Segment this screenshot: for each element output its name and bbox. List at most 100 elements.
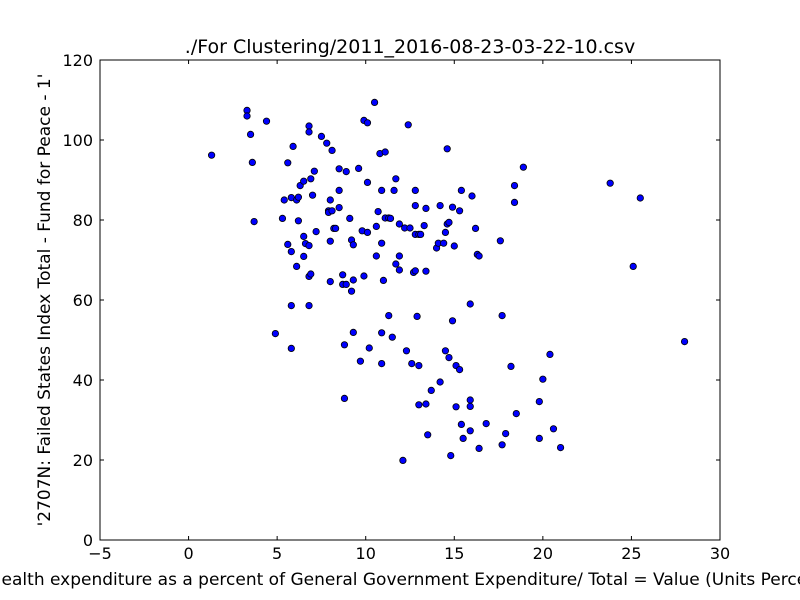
data-point (349, 241, 357, 249)
data-point (363, 228, 372, 236)
x-tick-label: 10 (356, 544, 376, 563)
data-point (502, 429, 510, 438)
data-point (395, 220, 403, 228)
data-point (317, 132, 326, 140)
x-tick-label: −5 (88, 544, 112, 563)
data-point (402, 347, 411, 355)
data-point (363, 119, 372, 127)
x-tick-label: 5 (272, 544, 282, 563)
data-point (287, 248, 295, 256)
data-point (450, 242, 458, 250)
data-point (415, 401, 423, 409)
data-point (413, 312, 421, 320)
data-point (441, 228, 450, 236)
data-point (326, 277, 334, 286)
data-point (378, 329, 386, 337)
data-point (436, 202, 444, 210)
data-point (466, 427, 474, 435)
data-point (406, 224, 414, 232)
data-point (459, 434, 467, 442)
data-point (606, 179, 614, 187)
data-point (305, 242, 313, 250)
data-point (378, 186, 386, 194)
data-point (415, 361, 423, 370)
x-axis-label: Health expenditure as a percent of Gener… (0, 570, 800, 590)
data-point (404, 121, 412, 129)
data-point (287, 344, 295, 352)
data-point (408, 359, 416, 368)
data-point (335, 204, 343, 212)
data-point (422, 204, 430, 212)
data-point (411, 186, 419, 194)
data-point (347, 287, 356, 295)
data-point (422, 267, 430, 275)
data-point (331, 224, 340, 232)
data-point (466, 300, 474, 308)
data-point (636, 194, 644, 202)
data-point (271, 329, 279, 338)
data-point (262, 117, 271, 125)
data-point (284, 159, 292, 167)
data-point (392, 175, 400, 183)
data-point (355, 164, 363, 172)
data-point (549, 425, 558, 433)
data-point (294, 193, 302, 201)
data-point (510, 198, 519, 206)
data-point (349, 276, 357, 284)
data-point (374, 208, 382, 216)
data-point (248, 158, 256, 166)
data-point (482, 419, 490, 428)
data-point (370, 98, 379, 107)
y-tick-label: 80 (73, 211, 93, 230)
data-point (422, 400, 430, 408)
data-point (448, 203, 457, 211)
data-point (411, 202, 419, 210)
data-point (305, 128, 313, 136)
data-point (379, 276, 388, 284)
data-point (340, 394, 349, 402)
data-point (392, 260, 400, 268)
data-point (312, 228, 320, 236)
data-point (307, 175, 315, 183)
data-point (420, 222, 428, 230)
axes-frame (99, 59, 721, 541)
data-point (411, 267, 419, 275)
data-point (629, 262, 637, 270)
data-point (305, 301, 313, 310)
data-point (305, 122, 313, 130)
data-point (424, 431, 432, 439)
x-tick-label: 25 (621, 544, 641, 563)
data-point (300, 232, 308, 240)
data-point (447, 451, 455, 460)
x-tick-label: 15 (444, 544, 464, 563)
x-tick-label: 30 (710, 544, 730, 563)
data-point (346, 214, 354, 222)
data-point (445, 353, 453, 362)
data-point (300, 252, 308, 260)
data-point (535, 434, 543, 442)
data-point (466, 396, 474, 404)
data-point (395, 252, 403, 260)
data-point (250, 218, 258, 226)
y-tick-label: 100 (62, 131, 93, 150)
data-point (445, 218, 453, 226)
data-point (208, 151, 216, 159)
data-point (441, 347, 450, 355)
data-point (475, 252, 483, 260)
data-point (328, 207, 336, 215)
data-point (342, 280, 350, 288)
data-point (507, 362, 515, 370)
y-tick-label: 0 (83, 531, 93, 550)
x-tick-label: 0 (183, 544, 193, 563)
data-point (335, 186, 343, 194)
data-point (510, 182, 519, 190)
data-point (326, 237, 334, 245)
data-point (340, 341, 349, 349)
data-point (399, 456, 407, 464)
data-point (427, 386, 435, 394)
y-axis-label: '2707N: Failed States Index Total - Fund… (35, 74, 55, 527)
data-point (372, 222, 380, 230)
data-point (328, 146, 336, 154)
data-point (556, 443, 565, 452)
